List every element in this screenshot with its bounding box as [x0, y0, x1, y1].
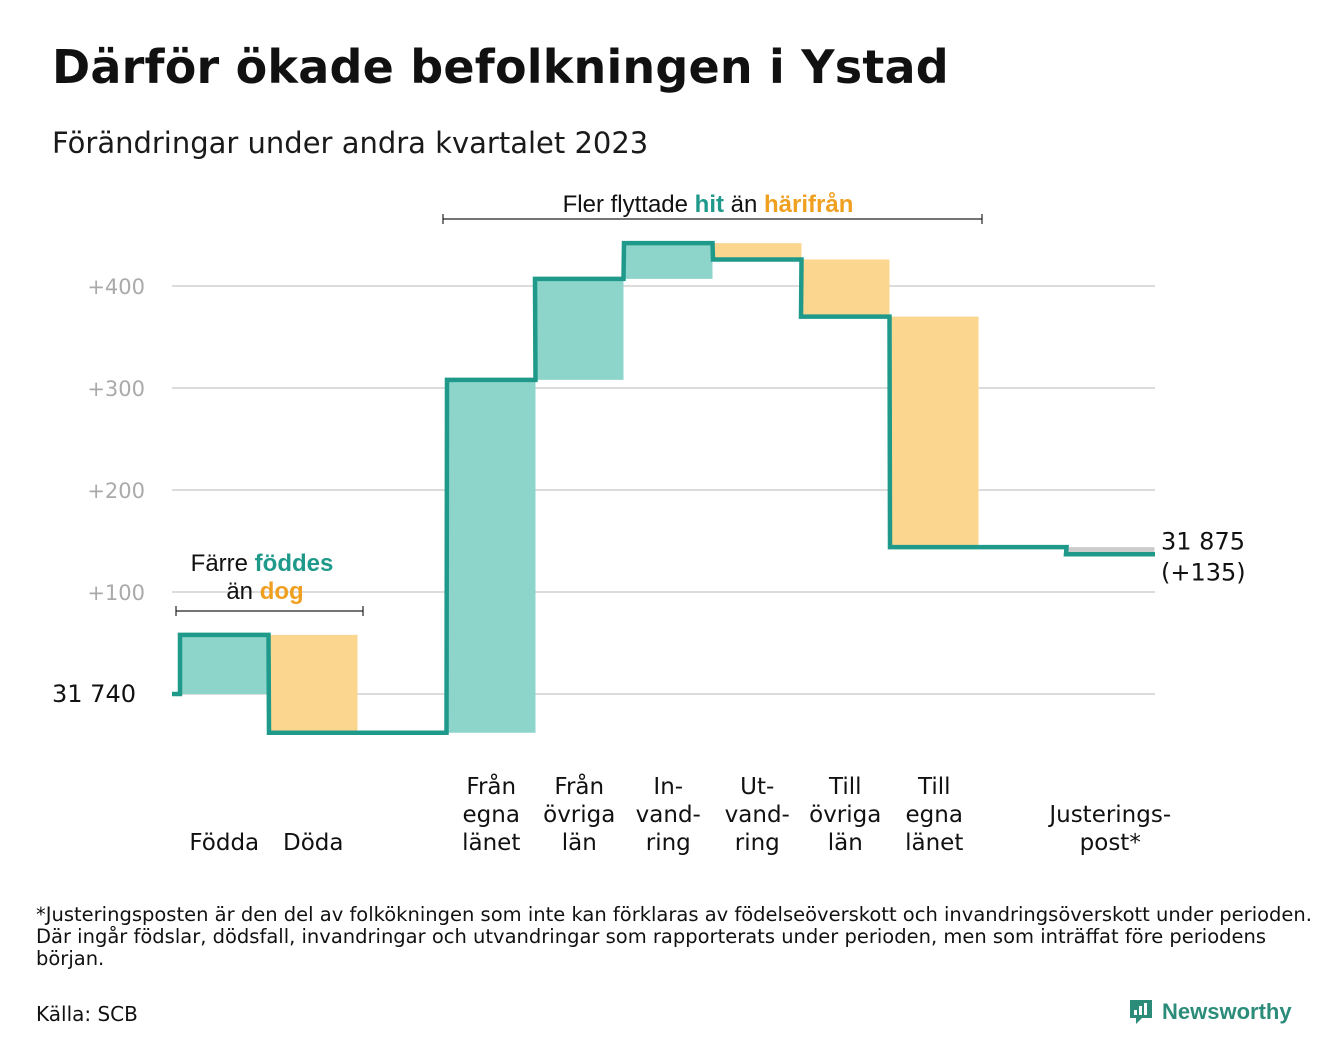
x-category-label: Ut-: [740, 774, 774, 800]
x-category-label: ring: [735, 830, 780, 856]
x-category-label: län: [562, 830, 597, 856]
x-category-label: vand-: [636, 802, 701, 828]
waterfall-bar: [180, 634, 269, 694]
births-annotation-pre2: än: [226, 578, 259, 605]
brand: Newsworthy: [1128, 998, 1292, 1026]
footnote: *Justeringsposten är den del av folkökni…: [36, 903, 1312, 970]
x-category-label: Justerings-: [1047, 802, 1171, 828]
births-annotation-line2: än dog: [226, 578, 303, 605]
waterfall-bar: [713, 243, 802, 260]
waterfall-bar: [624, 243, 713, 279]
births-annotation-em2: dog: [260, 578, 304, 605]
x-category-label: övriga: [809, 802, 881, 828]
x-category-label: länet: [462, 830, 520, 856]
births-annotation-line1: Färre föddes: [191, 550, 334, 577]
x-category-label: Döda: [283, 830, 343, 856]
moves-annotation-mid: än: [724, 191, 764, 218]
x-category-label: ring: [646, 830, 691, 856]
waterfall-bar: [890, 316, 979, 548]
x-category-label: egna: [463, 802, 520, 828]
waterfall-bar: [801, 259, 890, 317]
x-category-label: In-: [653, 774, 683, 800]
newsworthy-logo-icon: [1130, 1000, 1152, 1024]
x-category-label: övriga: [543, 802, 615, 828]
moves-annotation: Fler flyttade hit än härifrån: [563, 191, 854, 218]
waterfall-bar: [447, 379, 536, 733]
moves-annotation-pre: Fler flyttade: [563, 191, 695, 218]
end-value-label: 31 875: [1161, 527, 1245, 555]
y-tick-label: +200: [87, 479, 145, 503]
x-category-label: Till: [828, 774, 862, 800]
x-category-label: post*: [1080, 830, 1141, 856]
x-category-label: vand-: [725, 802, 790, 828]
x-category-label: länet: [905, 830, 963, 856]
moves-annotation-em1: hit: [695, 191, 724, 218]
x-category-label: Till: [917, 774, 951, 800]
y-tick-label: +300: [87, 377, 145, 401]
y-tick-label: +100: [87, 581, 145, 605]
births-annotation-pre: Färre: [191, 550, 255, 577]
waterfall-bar: [269, 634, 358, 733]
births-annotation-bracket: [175, 606, 364, 616]
waterfall-bar: [535, 278, 624, 380]
y-tick-label: +400: [87, 275, 145, 299]
cumulative-step-line: [172, 240, 1155, 736]
waterfall-chart: +100+200+300+400 Födda DödaFrånegnalänetF…: [52, 191, 1246, 856]
waterfall-bar: [1066, 547, 1155, 555]
moves-annotation-bracket: [442, 214, 983, 224]
page-subtitle: Förändringar under andra kvartalet 2023: [52, 126, 649, 160]
x-category-label: Födda: [189, 830, 259, 856]
x-category-label: egna: [906, 802, 963, 828]
start-value-label: 31 740: [52, 680, 136, 708]
brand-name: Newsworthy: [1162, 999, 1292, 1024]
source-note: Källa: SCB: [36, 1002, 138, 1026]
page-title: Därför ökade befolkningen i Ystad: [52, 40, 949, 94]
x-category-label: Från: [554, 772, 604, 800]
x-category-label: Från: [466, 772, 516, 800]
end-change-label: (+135): [1161, 558, 1246, 586]
x-category-label: län: [828, 830, 863, 856]
moves-annotation-em2: härifrån: [764, 191, 853, 218]
births-annotation-em: föddes: [255, 550, 334, 577]
